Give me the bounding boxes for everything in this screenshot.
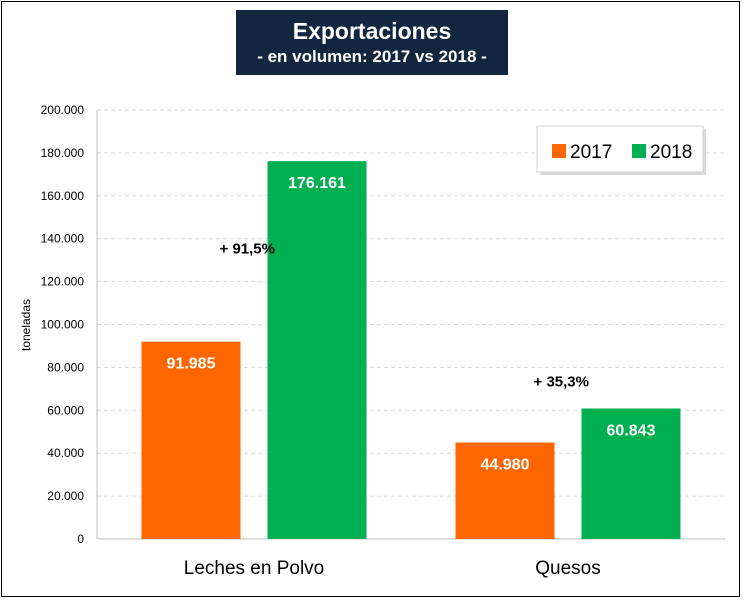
bar-value-label: 60.843 (607, 422, 656, 439)
legend-swatch-2018 (632, 144, 646, 158)
y-axis-label: toneladas (19, 299, 33, 351)
bar-value-label: 176.161 (288, 175, 346, 192)
bars (141, 161, 681, 540)
bar-2017-1 (455, 442, 555, 539)
category-label: Leches en Polvo (184, 558, 325, 579)
legend: 2017 2018 (536, 125, 706, 175)
category-label: Quesos (535, 558, 600, 579)
y-tick-label: 200.000 (41, 103, 85, 117)
category-labels: Leches en Polvo Quesos (184, 558, 601, 579)
y-tick-label: 20.000 (47, 489, 84, 503)
growth-annotation: + 91,5% (220, 241, 275, 258)
chart-title-box: Exportaciones - en volumen: 2017 vs 2018… (236, 10, 508, 75)
growth-annotation: + 35,3% (534, 374, 589, 391)
bar-value-label: 91.985 (167, 356, 216, 373)
legend-label-2018: 2018 (650, 142, 692, 163)
chart-subtitle: - en volumen: 2017 vs 2018 - (257, 47, 487, 66)
y-tick-label: 60.000 (47, 403, 84, 417)
y-tick-label: 160.000 (41, 189, 85, 203)
bar-2018-1 (581, 408, 681, 539)
y-tick-label: 100.000 (41, 318, 85, 332)
y-tick-label: 180.000 (41, 146, 85, 160)
y-tick-label: 0 (77, 532, 84, 546)
bar-value-label: 44.980 (481, 457, 530, 474)
chart-title: Exportaciones (292, 18, 452, 44)
y-axis-ticks: 0 20.000 40.000 60.000 80.000 100.000 120.000 1… (41, 103, 85, 546)
annotations: + 91,5% + 35,3% (220, 241, 589, 391)
y-tick-label: 40.000 (47, 446, 84, 460)
y-tick-label: 140.000 (41, 232, 85, 246)
y-tick-label: 80.000 (47, 360, 84, 374)
legend-swatch-2017 (552, 144, 566, 158)
bar-2017-0 (141, 341, 241, 539)
bar-2018-0 (267, 161, 367, 540)
y-tick-label: 120.000 (41, 275, 85, 289)
legend-label-2017: 2017 (570, 142, 612, 163)
data-labels: 91.985 176.161 44.980 60.843 (167, 175, 656, 473)
